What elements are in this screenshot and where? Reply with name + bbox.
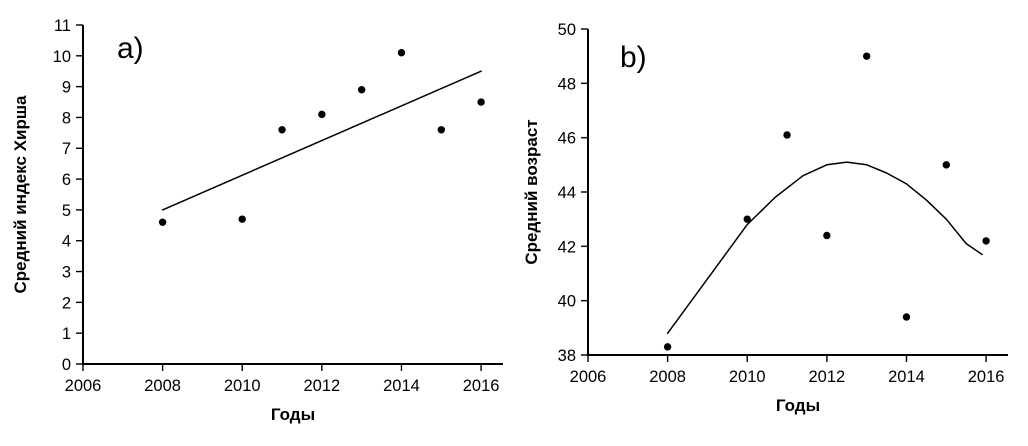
x-axis-title: Годы: [271, 405, 315, 424]
axes-line: [587, 29, 1008, 356]
x-tick-label: 2014: [383, 377, 420, 395]
x-tick-label: 2012: [809, 368, 846, 386]
data-point: [942, 161, 950, 169]
data-point: [477, 98, 485, 106]
y-tick-label: 10: [53, 48, 71, 66]
trend-line: [666, 161, 983, 335]
x-tick-label: 2008: [649, 368, 686, 386]
axes-line: [82, 25, 503, 365]
y-tick-label: 50: [558, 21, 576, 39]
x-axis-title: Годы: [776, 396, 820, 415]
x-tick-label: 2008: [144, 377, 181, 395]
y-tick-label: 11: [54, 17, 71, 35]
data-point: [902, 313, 911, 321]
data-point: [437, 126, 445, 134]
y-tick-label: 4: [62, 233, 71, 251]
y-tick-label: 42: [558, 238, 576, 256]
data-point: [982, 237, 990, 245]
y-tick-label: 40: [558, 293, 576, 311]
y-tick-label: 38: [558, 347, 576, 365]
y-tick-label: 3: [62, 263, 71, 281]
chart-panel-a: 0 1 2 3 4 5 6 7 8 9 10 11 2006 2008 2010 2012 2014 2016 Го…: [11, 17, 503, 424]
y-tick-label: 44: [558, 184, 576, 202]
data-point: [278, 126, 286, 134]
y-tick-label: 0: [62, 356, 71, 374]
x-tick-label: 2006: [570, 368, 607, 386]
panel-label: a): [117, 32, 144, 65]
x-tick-label: 2016: [968, 368, 1005, 386]
y-tick-label: 1: [62, 325, 71, 343]
data-point: [397, 49, 406, 57]
data-point: [783, 131, 791, 139]
x-tick-label: 2012: [304, 377, 341, 395]
y-axis-title: Средний возраст: [522, 119, 541, 264]
data-point: [238, 215, 246, 223]
data-point: [357, 86, 366, 94]
y-tick-label: 2: [62, 294, 71, 312]
x-tick-label: 2010: [224, 377, 261, 395]
data-point: [158, 218, 167, 226]
x-tick-label: 2016: [463, 377, 500, 395]
data-point: [743, 215, 751, 223]
panel-label: b): [620, 41, 647, 74]
x-tick-label: 2010: [729, 368, 766, 386]
data-point: [823, 231, 831, 240]
data-point: [318, 110, 326, 119]
y-tick-label: 5: [62, 202, 71, 220]
x-tick-label: 2014: [888, 368, 925, 386]
y-tick-label: 48: [558, 75, 576, 93]
y-tick-label: 7: [62, 140, 71, 158]
data-point: [862, 52, 871, 60]
y-tick-label: 46: [558, 130, 576, 148]
trend-line: [161, 70, 482, 211]
y-tick-label: 8: [62, 109, 71, 127]
y-tick-label: 6: [62, 171, 71, 189]
y-tick-label: 9: [62, 79, 71, 97]
chart-panel-b: 38 40 42 44 46 48 50 2006 2008 2010 2012 2014 2016 Го…: [522, 21, 1008, 415]
x-tick-label: 2006: [65, 377, 102, 395]
data-point: [663, 343, 672, 351]
y-axis-title: Средний индекс Хирша: [11, 95, 30, 294]
